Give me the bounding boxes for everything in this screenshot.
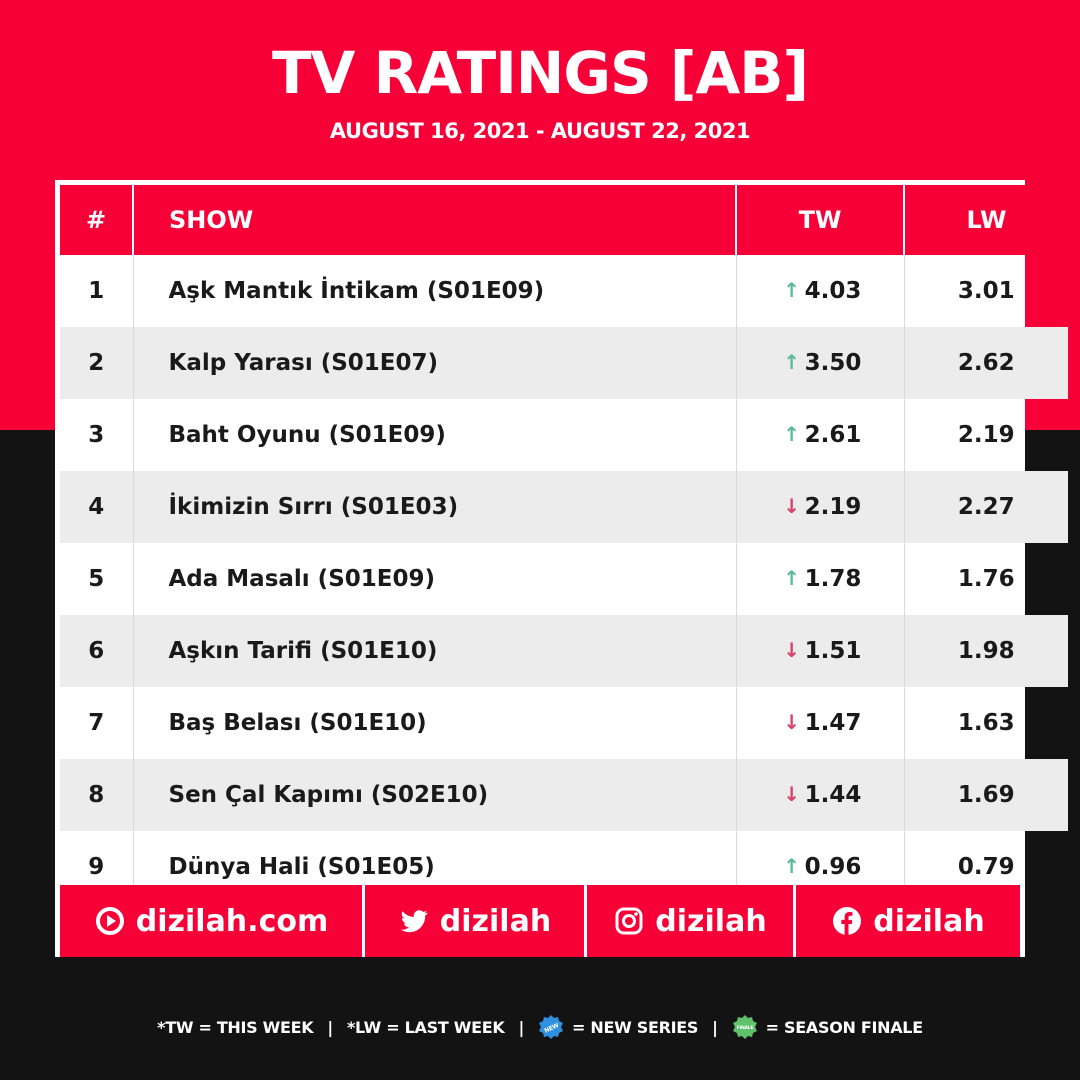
season-finale-badge-icon: FINALE — [732, 1014, 758, 1040]
rank-cell: 3 — [60, 399, 134, 471]
legend-separator: | — [518, 1017, 524, 1037]
legend-separator: | — [327, 1017, 333, 1037]
new-series-badge-icon: NEW — [538, 1014, 564, 1040]
last-week-cell: 2.19 — [957, 422, 1015, 448]
arrow-up-icon: ↑ — [783, 566, 800, 590]
show-cell: Aşkın Tarifi (S01E10) — [133, 615, 737, 687]
ratings-card: # SHOW TW LW 1 Aşk Mantık İntikam (S01E09… — [55, 180, 1068, 957]
this-week-cell: ↓ 1.51 — [736, 615, 905, 687]
table-row: 2 Kalp Yarası (S01E07) ↑ 3.50 2.62 — [60, 327, 1068, 399]
season-finale-badge-label: FINALE — [736, 1025, 753, 1031]
website-label: dizilah.com — [135, 903, 329, 939]
show-cell: Baht Oyunu (S01E09) — [133, 399, 737, 471]
column-header-last-week: LW — [904, 185, 1068, 255]
facebook-icon — [831, 905, 863, 937]
last-week-cell: 1.63 — [957, 710, 1015, 736]
table-body: 1 Aşk Mantık İntikam (S01E09) ↑ 4.03 3.01 2 Ka… — [60, 255, 1068, 903]
twitter-icon — [398, 905, 430, 937]
rank-cell: 2 — [60, 327, 134, 399]
this-week-cell: ↓ 1.44 — [736, 759, 905, 831]
table-row: 4 İkimizin Sırrı (S01E03) ↓ 2.19 2.27 — [60, 471, 1068, 543]
dizilah-logo-icon — [94, 905, 126, 937]
facebook-handle: dizilah — [873, 903, 985, 939]
this-week-value: 2.61 — [804, 422, 862, 448]
table-row: 8 Sen Çal Kapımı (S02E10) ↓ 1.44 1.69 — [60, 759, 1068, 831]
table-row: 6 Aşkın Tarifi (S01E10) ↓ 1.51 1.98 — [60, 615, 1068, 687]
this-week-value: 1.44 — [804, 782, 862, 808]
this-week-cell: ↓ 1.47 — [736, 687, 905, 759]
this-week-value: 3.50 — [804, 350, 862, 376]
legend: *TW = THIS WEEK | *LW = LAST WEEK | NEW … — [0, 1010, 1080, 1044]
ratings-table: # SHOW TW LW 1 Aşk Mantık İntikam (S01E09… — [60, 185, 1068, 903]
rank-cell: 5 — [60, 543, 134, 615]
column-header-show: SHOW — [133, 185, 737, 255]
this-week-value: 1.78 — [804, 566, 862, 592]
instagram-link[interactable]: dizilah — [587, 885, 793, 957]
last-week-cell: 1.76 — [957, 566, 1015, 592]
twitter-handle: dizilah — [439, 903, 552, 939]
show-cell: Sen Çal Kapımı (S02E10) — [133, 759, 737, 831]
this-week-cell: ↑ 4.03 — [736, 255, 905, 327]
arrow-down-icon: ↓ — [783, 494, 800, 518]
arrow-up-icon: ↑ — [783, 278, 800, 302]
last-week-cell: 3.01 — [957, 278, 1015, 304]
this-week-value: 0.96 — [804, 854, 862, 880]
this-week-value: 2.19 — [804, 494, 862, 520]
legend-this-week: *TW = THIS WEEK — [157, 1017, 314, 1037]
last-week-cell: 2.27 — [904, 471, 1068, 543]
table-row: 1 Aşk Mantık İntikam (S01E09) ↑ 4.03 3.01 — [60, 255, 1068, 327]
arrow-down-icon: ↓ — [783, 710, 800, 734]
last-week-cell: 0.79 — [957, 854, 1015, 880]
arrow-up-icon: ↑ — [783, 350, 800, 374]
rank-cell: 4 — [60, 471, 134, 543]
arrow-down-icon: ↓ — [783, 782, 800, 806]
last-week-cell: 1.98 — [904, 615, 1068, 687]
arrow-up-icon: ↑ — [783, 854, 800, 878]
table-header-row: # SHOW TW LW — [60, 185, 1068, 255]
rank-cell: 1 — [60, 255, 134, 327]
rank-cell: 6 — [60, 615, 134, 687]
legend-separator: | — [712, 1017, 718, 1037]
facebook-link[interactable]: dizilah — [796, 885, 1020, 957]
website-link[interactable]: dizilah.com — [60, 885, 362, 957]
twitter-link[interactable]: dizilah — [365, 885, 584, 957]
last-week-cell: 2.62 — [904, 327, 1068, 399]
this-week-value: 4.03 — [804, 278, 862, 304]
date-range: AUGUST 16, 2021 - AUGUST 22, 2021 — [329, 119, 751, 143]
show-cell: Kalp Yarası (S01E07) — [133, 327, 737, 399]
show-cell: İkimizin Sırrı (S01E03) — [133, 471, 737, 543]
show-cell: Ada Masalı (S01E09) — [133, 543, 737, 615]
last-week-cell: 1.69 — [904, 759, 1068, 831]
this-week-cell: ↑ 3.50 — [736, 327, 905, 399]
table-row: 7 Baş Belası (S01E10) ↓ 1.47 1.63 — [60, 687, 1068, 759]
rank-cell: 8 — [60, 759, 134, 831]
column-header-rank: # — [60, 185, 134, 255]
arrow-down-icon: ↓ — [783, 638, 800, 662]
social-bar: dizilah.com dizilah dizilah dizilah — [60, 885, 1020, 957]
rank-cell: 7 — [60, 687, 134, 759]
table-row: 3 Baht Oyunu (S01E09) ↑ 2.61 2.19 — [60, 399, 1068, 471]
page-title: TV RATINGS [AB] — [271, 39, 809, 107]
instagram-handle: dizilah — [655, 903, 767, 939]
show-cell: Aşk Mantık İntikam (S01E09) — [133, 255, 737, 327]
instagram-icon — [613, 905, 645, 937]
legend-last-week: *LW = LAST WEEK — [346, 1017, 505, 1037]
this-week-value: 1.51 — [804, 638, 862, 664]
this-week-value: 1.47 — [804, 710, 862, 736]
this-week-cell: ↑ 1.78 — [736, 543, 905, 615]
this-week-cell: ↑ 2.61 — [736, 399, 905, 471]
arrow-up-icon: ↑ — [783, 422, 800, 446]
column-header-this-week: TW — [736, 185, 905, 255]
show-cell: Baş Belası (S01E10) — [133, 687, 737, 759]
this-week-cell: ↓ 2.19 — [736, 471, 905, 543]
legend-new-series: = NEW SERIES — [572, 1017, 699, 1037]
legend-season-finale: = SEASON FINALE — [765, 1017, 923, 1037]
table-row: 5 Ada Masalı (S01E09) ↑ 1.78 1.76 — [60, 543, 1068, 615]
